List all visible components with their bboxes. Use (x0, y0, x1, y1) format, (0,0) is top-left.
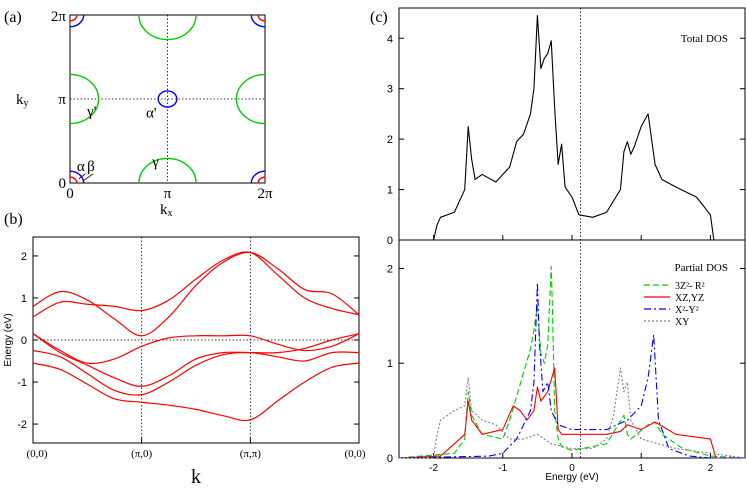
legend-label-3: XY (675, 317, 689, 328)
partial-ytick-2: 2 (387, 263, 393, 275)
b-ytick-1: -1 (17, 377, 27, 389)
a-ytick-2: 2π (51, 9, 67, 25)
partial-dos-line-1 (398, 367, 745, 459)
band-line-2 (32, 333, 360, 365)
band-lines (32, 251, 360, 422)
a-ylabel-main: k (16, 92, 24, 108)
c-xtick-3: 1 (638, 463, 644, 474)
fermi-pocket-1 (70, 170, 85, 183)
a-xlabel: kx (160, 202, 173, 219)
b-xlabel: k (191, 466, 201, 488)
c-xtick-1: -1 (498, 463, 507, 474)
a-xtick-0: 0 (66, 186, 74, 202)
fermi-pocket-1 (250, 170, 265, 183)
dos-panel: 0 1 2 3 4 0 1 2 -2 -1 0 1 2 Total DOS Partial DOS 3Z… (387, 7, 746, 483)
fermi-pockets (70, 15, 265, 183)
b-xtick-3: (0,0) (344, 448, 365, 460)
partial-dos-title: Partial DOS (675, 262, 728, 274)
a-xtick-1: π (164, 186, 172, 202)
panel-label-b: (b) (4, 211, 23, 228)
b-xtick-0: (0,0) (26, 448, 47, 460)
legend-label-0: 3Z²- R² (675, 281, 705, 292)
partial-dos-line-3 (399, 367, 746, 459)
fermi-pocket-0 (70, 15, 78, 22)
band-line-5 (32, 362, 360, 422)
fermi-pocket-2 (138, 15, 197, 41)
a-xtick-2: 2π (257, 186, 273, 202)
fermi-pocket-3 (235, 73, 265, 125)
fermi-annotation-3: α' (146, 105, 157, 121)
band-line-4 (32, 349, 360, 396)
fermi-annotation-2: γ' (86, 104, 97, 120)
band-structure-panel: -2 -1 0 1 2 (0,0) (π,0) (π,π) (0,0) k Energy (eV… (3, 236, 366, 488)
dos-ticks: 0 1 2 3 4 0 1 2 -2 -1 0 1 2 (387, 33, 745, 474)
alpha-pointer (78, 173, 86, 180)
a-ytick-1: π (58, 92, 66, 108)
c-xtick-2: 0 (569, 463, 575, 474)
total-dos-curve (399, 15, 745, 241)
total-ytick-1: 1 (387, 185, 393, 197)
total-dos-line (399, 15, 745, 241)
a-xlabel-sub: x (168, 208, 173, 219)
fermi-annotations: α β γ' α' γ (77, 104, 159, 181)
fermi-annotation-4: γ (151, 154, 159, 170)
a-ylabel-sub: y (24, 98, 29, 109)
b-ytick-0: -2 (17, 419, 27, 431)
fermi-surface-panel: α βγ' α'γ 0 π 2π 0 π 2π kx ky (16, 9, 273, 219)
total-ytick-4: 4 (387, 33, 393, 45)
partial-dos-curves (398, 265, 746, 459)
b-ytick-2: 0 (21, 335, 27, 347)
b-ytick-3: 1 (21, 293, 27, 305)
c-xlabel: Energy (eV) (545, 472, 598, 483)
legend-label-2: X²-Y² (675, 305, 699, 316)
legend-label-1: XZ,YZ (675, 293, 704, 304)
band-line-1 (32, 251, 360, 318)
a-ytick-0: 0 (59, 176, 67, 192)
fermi-pocket-2 (138, 157, 197, 183)
fermi-pocket-0 (257, 176, 265, 183)
fermi-pocket-3 (70, 73, 100, 125)
band-line-3 (32, 333, 360, 387)
b-ytick-4: 2 (21, 251, 27, 263)
fermi-annotation-1: β (87, 159, 95, 175)
fermi-pocket-4 (157, 90, 178, 108)
a-ylabel: ky (16, 92, 29, 109)
band-ticks: -2 -1 0 1 2 (0,0) (π,0) (π,π) (0,0) (17, 251, 366, 460)
panel-label-a: (a) (4, 9, 22, 26)
partial-dos-line-2 (398, 282, 745, 459)
b-ylabel: Energy (eV) (3, 313, 14, 366)
c-xtick-0: -2 (429, 463, 438, 474)
total-dos-title: Total DOS (681, 33, 728, 45)
partial-ytick-0: 0 (387, 453, 393, 465)
total-ytick-3: 3 (387, 84, 393, 96)
b-xtick-1: (π,0) (131, 448, 152, 460)
a-xlabel-main: k (160, 202, 168, 218)
band-grid (33, 237, 359, 443)
total-ytick-0: 0 (387, 235, 393, 247)
fermi-annotation-0: α (77, 159, 85, 175)
fermi-pocket-0 (70, 176, 78, 183)
band-line-0 (32, 251, 360, 337)
beta-pointer (83, 173, 94, 181)
fermi-pocket-0 (257, 15, 265, 22)
partial-ytick-1: 1 (387, 358, 393, 370)
total-ytick-2: 2 (387, 134, 393, 146)
panel-label-c: (c) (370, 9, 388, 26)
c-xtick-4: 2 (708, 463, 714, 474)
b-xtick-2: (π,π) (240, 448, 262, 460)
